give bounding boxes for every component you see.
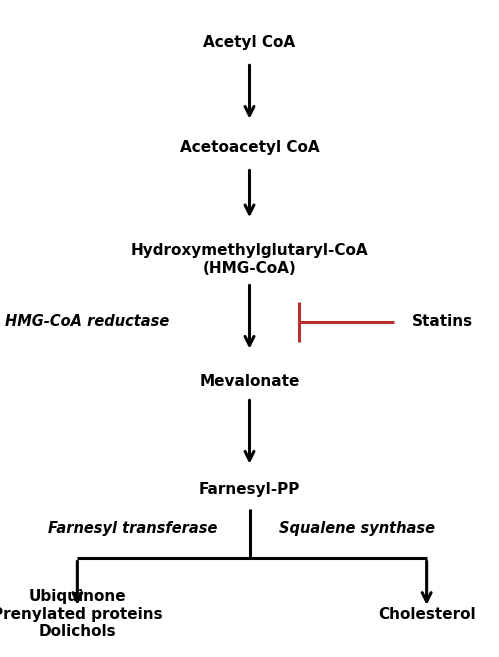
Text: Statins: Statins [412, 315, 473, 329]
Text: Cholesterol: Cholesterol [378, 607, 476, 622]
Text: Farnesyl-PP: Farnesyl-PP [199, 482, 300, 497]
Text: Farnesyl transferase: Farnesyl transferase [47, 522, 217, 536]
Text: Mevalonate: Mevalonate [199, 374, 300, 388]
Text: HMG-CoA reductase: HMG-CoA reductase [5, 315, 170, 329]
Text: Acetoacetyl CoA: Acetoacetyl CoA [180, 141, 319, 155]
Text: Ubiquinone
Prenylated proteins
Dolichols: Ubiquinone Prenylated proteins Dolichols [0, 589, 163, 639]
Text: Hydroxymethylglutaryl-CoA
(HMG-CoA): Hydroxymethylglutaryl-CoA (HMG-CoA) [131, 243, 368, 276]
Text: Squalene synthase: Squalene synthase [279, 522, 435, 536]
Text: Acetyl CoA: Acetyl CoA [204, 35, 295, 50]
